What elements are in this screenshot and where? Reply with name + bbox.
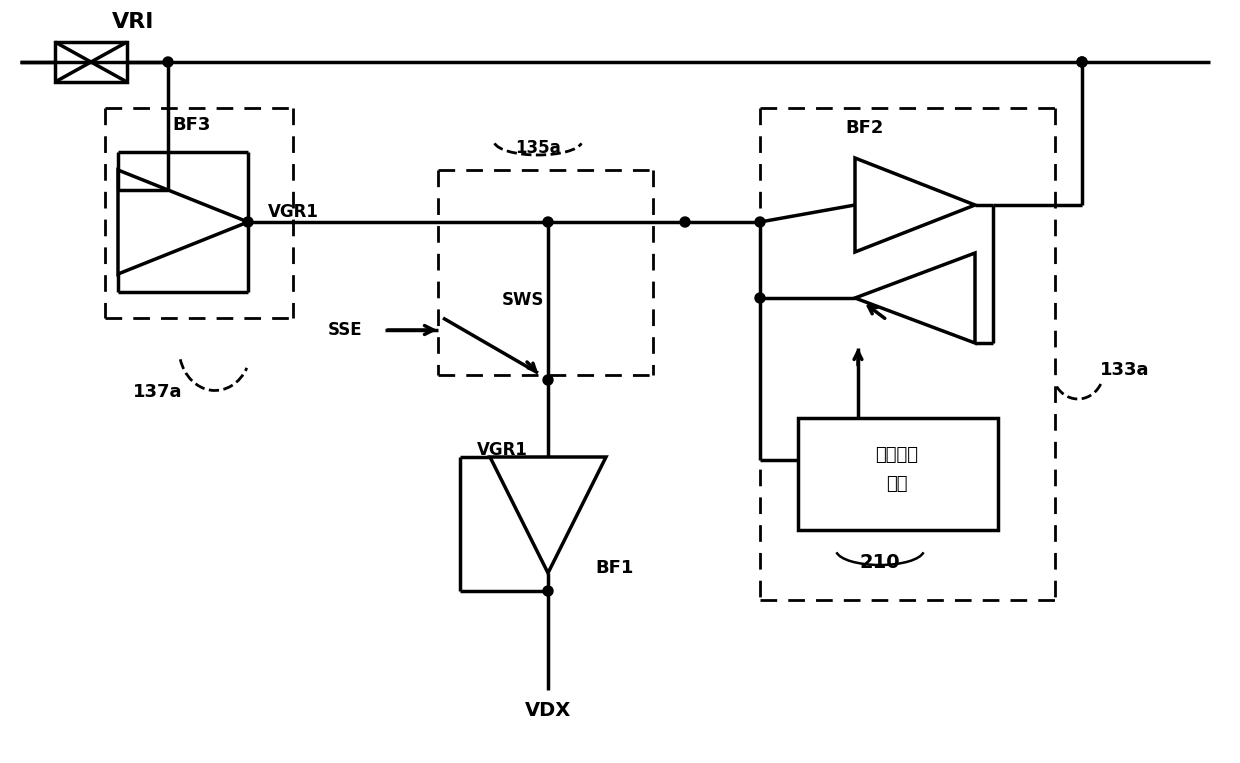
Text: VRI: VRI	[112, 12, 154, 32]
Text: VGR1: VGR1	[477, 441, 528, 459]
Circle shape	[543, 217, 553, 227]
Text: 135a: 135a	[515, 139, 560, 157]
Circle shape	[1078, 57, 1087, 67]
Bar	[799, 418, 998, 530]
Text: 133a: 133a	[1100, 361, 1149, 379]
Bar	[55, 42, 126, 82]
Circle shape	[1078, 57, 1087, 67]
Circle shape	[162, 57, 174, 67]
Circle shape	[755, 217, 765, 227]
Text: 压降检测: 压降检测	[875, 446, 919, 464]
Text: BF2: BF2	[844, 119, 883, 137]
Circle shape	[243, 217, 253, 227]
Circle shape	[543, 375, 553, 385]
Circle shape	[543, 586, 553, 596]
Text: 137a: 137a	[133, 383, 182, 401]
Text: SSE: SSE	[327, 321, 362, 339]
Circle shape	[680, 217, 689, 227]
Text: VDX: VDX	[525, 700, 572, 720]
Text: 210: 210	[859, 552, 900, 571]
Text: VGR1: VGR1	[268, 203, 319, 221]
Text: 电路: 电路	[887, 475, 908, 493]
Circle shape	[755, 293, 765, 303]
Text: BF1: BF1	[595, 559, 634, 577]
Text: BF3: BF3	[172, 116, 211, 134]
Text: SWS: SWS	[502, 291, 544, 309]
